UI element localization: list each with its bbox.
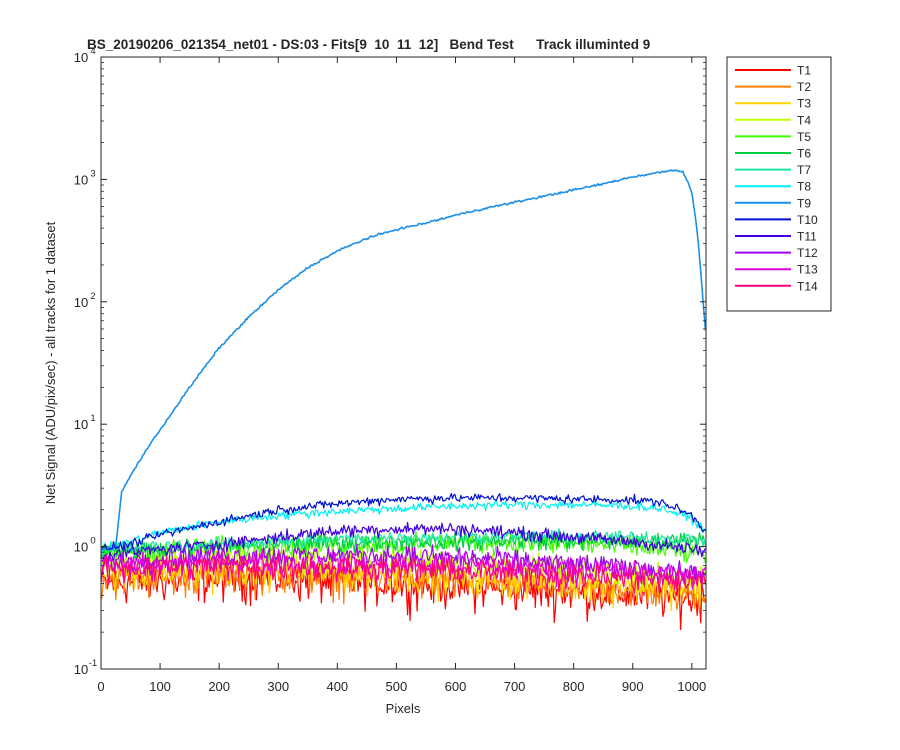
y-tick-label-base: 10 — [74, 662, 88, 677]
legend-label-t6: T6 — [797, 147, 811, 161]
y-tick-label-exponent: 4 — [90, 46, 95, 57]
series-line-t7 — [101, 527, 706, 558]
legend-label-t13: T13 — [797, 263, 818, 277]
legend-label-t4: T4 — [797, 113, 811, 127]
legend-label-t10: T10 — [797, 213, 818, 227]
series-line-t8 — [101, 500, 706, 553]
legend: T1 T2 T3 T4 T5 T6 T7 T8 T9 T10 T11 T12 T13 T14 — [726, 56, 832, 312]
y-tick-label-exponent: 0 — [90, 536, 95, 547]
legend-label-t5: T5 — [797, 130, 811, 144]
x-tick-label: 900 — [622, 679, 644, 694]
x-tick-label: 0 — [97, 679, 104, 694]
x-tick-label: 700 — [504, 679, 526, 694]
y-tick-label-base: 10 — [74, 540, 88, 555]
y-tick-label-base: 10 — [74, 50, 88, 65]
series-line-t2 — [101, 556, 706, 614]
plot-frame — [100, 56, 707, 670]
series-layer — [101, 169, 707, 631]
legend-label-t2: T2 — [797, 80, 811, 94]
series-line-t14 — [101, 553, 706, 595]
series-line-t9 — [101, 169, 707, 551]
y-tick-label-exponent: 3 — [90, 168, 95, 179]
series-line-t11 — [101, 521, 706, 563]
legend-label-t7: T7 — [797, 163, 811, 177]
x-tick-label: 500 — [386, 679, 408, 694]
y-tick-label-base: 10 — [74, 172, 88, 187]
x-tick-label: 100 — [149, 679, 171, 694]
y-tick-label-exponent: 2 — [90, 291, 95, 302]
x-tick-label: 200 — [208, 679, 230, 694]
y-tick-label-exponent: -1 — [89, 658, 97, 669]
y-tick-label-base: 10 — [74, 295, 88, 310]
x-tick-label: 600 — [445, 679, 467, 694]
legend-label-t1: T1 — [797, 64, 811, 78]
x-tick-label: 400 — [326, 679, 348, 694]
x-tick-label: 1000 — [677, 679, 706, 694]
series-line-t6 — [101, 531, 706, 561]
legend-label-t8: T8 — [797, 180, 811, 194]
y-tick-label-exponent: 1 — [90, 413, 95, 424]
legend-label-t12: T12 — [797, 246, 818, 260]
legend-label-t11: T11 — [797, 230, 817, 244]
legend-label-t14: T14 — [797, 279, 818, 293]
y-tick-label-base: 10 — [74, 417, 88, 432]
chart-title: BS_20190206_021354_net01 - DS:03 - Fits[… — [87, 37, 650, 52]
legend-label-t3: T3 — [797, 97, 811, 111]
legend-label-t9: T9 — [797, 196, 811, 210]
x-tick-label: 300 — [267, 679, 289, 694]
y-axis-label: Net Signal (ADU/pix/sec) - all tracks fo… — [43, 221, 58, 504]
x-axis-label: Pixels — [386, 701, 421, 716]
series-line-t10 — [101, 493, 706, 551]
x-tick-label: 800 — [563, 679, 585, 694]
